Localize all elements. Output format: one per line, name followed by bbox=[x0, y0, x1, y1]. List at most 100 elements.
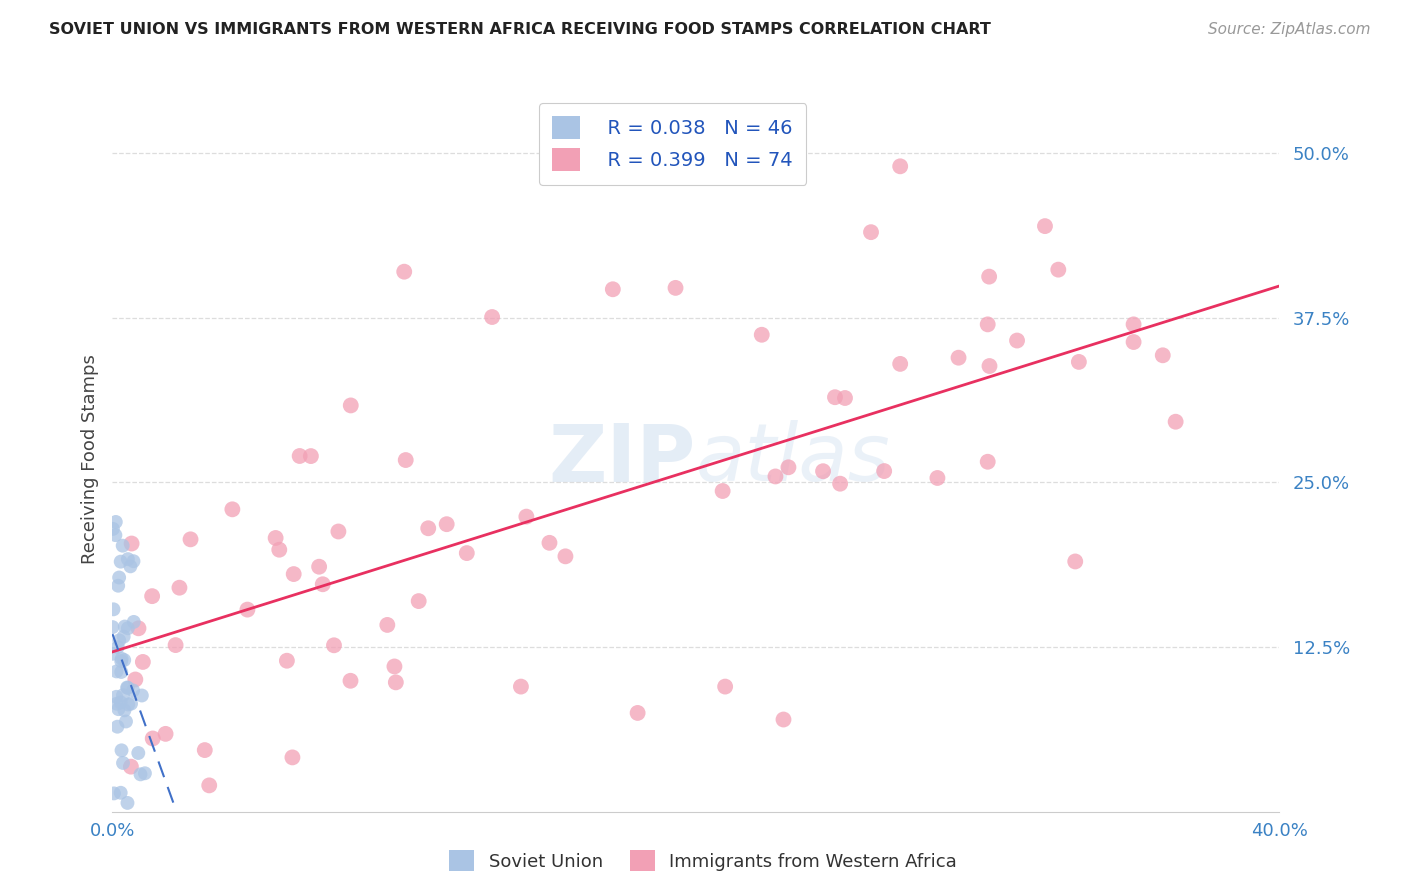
Point bbox=[375, 618, 398, 632]
Point bbox=[134, 766, 156, 780]
Point bbox=[602, 282, 624, 296]
Point bbox=[394, 265, 416, 279]
Point bbox=[927, 471, 949, 485]
Point bbox=[108, 570, 131, 584]
Point bbox=[105, 665, 128, 679]
Point bbox=[664, 281, 686, 295]
Point bbox=[509, 680, 531, 694]
Point bbox=[395, 453, 418, 467]
Point bbox=[778, 460, 800, 475]
Legend: Soviet Union, Immigrants from Western Africa: Soviet Union, Immigrants from Western Af… bbox=[441, 843, 965, 879]
Point bbox=[751, 327, 773, 342]
Point bbox=[165, 638, 187, 652]
Point bbox=[1067, 355, 1090, 369]
Point bbox=[1164, 415, 1187, 429]
Point bbox=[103, 786, 125, 800]
Point bbox=[1064, 554, 1087, 568]
Point bbox=[105, 690, 128, 704]
Point bbox=[811, 464, 834, 478]
Point bbox=[281, 750, 304, 764]
Point bbox=[194, 743, 217, 757]
Point bbox=[269, 542, 291, 557]
Point bbox=[328, 524, 350, 539]
Point bbox=[131, 689, 153, 703]
Text: atlas: atlas bbox=[696, 420, 891, 499]
Point bbox=[101, 522, 124, 536]
Point bbox=[101, 620, 124, 634]
Text: SOVIET UNION VS IMMIGRANTS FROM WESTERN AFRICA RECEIVING FOOD STAMPS CORRELATION: SOVIET UNION VS IMMIGRANTS FROM WESTERN … bbox=[49, 22, 991, 37]
Point bbox=[104, 515, 127, 529]
Point bbox=[198, 778, 221, 792]
Point bbox=[117, 698, 139, 712]
Point bbox=[384, 659, 406, 673]
Point bbox=[339, 399, 361, 413]
Point bbox=[236, 602, 259, 616]
Point bbox=[110, 695, 132, 709]
Point bbox=[110, 555, 132, 569]
Point bbox=[772, 713, 794, 727]
Point bbox=[456, 546, 478, 560]
Point bbox=[114, 703, 136, 717]
Point bbox=[105, 697, 128, 711]
Point bbox=[1152, 348, 1174, 362]
Point bbox=[436, 517, 458, 532]
Point bbox=[323, 638, 346, 652]
Point bbox=[110, 665, 132, 679]
Point bbox=[515, 509, 537, 524]
Point bbox=[107, 640, 129, 655]
Point bbox=[221, 502, 243, 516]
Point bbox=[112, 653, 135, 667]
Point bbox=[312, 577, 335, 591]
Point bbox=[127, 746, 149, 760]
Point bbox=[180, 533, 202, 547]
Point bbox=[121, 536, 143, 550]
Point bbox=[711, 483, 734, 498]
Point bbox=[117, 681, 139, 695]
Point bbox=[103, 602, 125, 616]
Point bbox=[1122, 334, 1144, 349]
Point bbox=[111, 688, 134, 702]
Point bbox=[554, 549, 576, 564]
Point bbox=[120, 759, 142, 773]
Point bbox=[824, 390, 846, 404]
Point bbox=[101, 647, 124, 661]
Point bbox=[288, 449, 311, 463]
Text: ZIP: ZIP bbox=[548, 420, 696, 499]
Point bbox=[111, 539, 134, 553]
Point bbox=[408, 594, 430, 608]
Point bbox=[339, 673, 361, 688]
Point bbox=[283, 567, 305, 582]
Point bbox=[1047, 262, 1070, 277]
Point bbox=[104, 528, 127, 542]
Point bbox=[110, 654, 132, 668]
Point bbox=[627, 706, 650, 720]
Point bbox=[830, 476, 852, 491]
Text: Source: ZipAtlas.com: Source: ZipAtlas.com bbox=[1208, 22, 1371, 37]
Point bbox=[141, 589, 163, 603]
Y-axis label: Receiving Food Stamps: Receiving Food Stamps bbox=[80, 354, 98, 565]
Point bbox=[264, 531, 287, 545]
Point bbox=[1122, 318, 1144, 332]
Point bbox=[105, 720, 128, 734]
Point bbox=[976, 318, 998, 332]
Point bbox=[129, 767, 152, 781]
Point bbox=[889, 357, 911, 371]
Point bbox=[108, 633, 131, 648]
Point bbox=[979, 359, 1001, 373]
Point bbox=[169, 581, 191, 595]
Point bbox=[860, 225, 883, 239]
Point bbox=[114, 619, 136, 633]
Point bbox=[308, 559, 330, 574]
Point bbox=[889, 159, 911, 173]
Point bbox=[107, 579, 129, 593]
Point bbox=[385, 675, 408, 690]
Point bbox=[122, 554, 145, 568]
Point bbox=[132, 655, 155, 669]
Point bbox=[122, 615, 145, 629]
Point bbox=[122, 683, 145, 698]
Point bbox=[107, 702, 129, 716]
Point bbox=[714, 680, 737, 694]
Point bbox=[112, 756, 135, 770]
Point bbox=[124, 673, 146, 687]
Point bbox=[115, 681, 138, 695]
